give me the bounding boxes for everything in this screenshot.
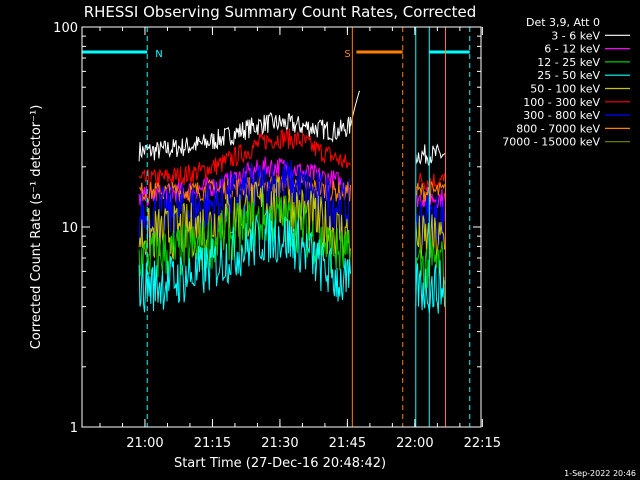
legend-entry-label: 12 - 25 keV (537, 56, 600, 69)
y-axis-label: Corrected Count Rate (s⁻¹ detector⁻¹) (29, 105, 44, 350)
x-tick-label: 21:45 (329, 436, 366, 451)
series-line-25-50-kev (415, 260, 446, 314)
series-layer (138, 90, 446, 314)
series-line-100-300-kev (415, 173, 446, 193)
x-tick-label: 21:00 (126, 436, 163, 451)
y-tick-label: 1 (70, 421, 78, 436)
series-line-800-7000-kev (415, 180, 446, 203)
series-line-300-800-kev (415, 194, 446, 247)
series-line-300-800-kev (138, 160, 351, 243)
legend-entry-label: 6 - 12 keV (544, 43, 600, 56)
x-tick-label: 21:15 (194, 436, 231, 451)
series-line-3-6-kev (415, 143, 446, 166)
x-tick-label: 22:00 (396, 436, 433, 451)
legend-header: Det 3,9, Att 0 (526, 16, 600, 29)
legend-entry-label: 3 - 6 keV (551, 29, 600, 42)
series-line-12-25-kev (415, 237, 446, 292)
chart-title: RHESSI Observing Summary Count Rates, Co… (84, 3, 477, 21)
x-tick-label: 22:15 (464, 436, 501, 451)
axes-layer: 1 10 100 21:00 21:15 21:30 21:45 22:00 22:15 (53, 21, 501, 451)
legend-entry-label: 50 - 100 keV (530, 83, 600, 96)
legend-entry-label: 25 - 50 keV (537, 69, 600, 82)
legend-entry-label: 800 - 7000 keV (516, 122, 600, 135)
y-tick-label: 100 (53, 21, 78, 36)
y-tick-label: 10 (61, 221, 78, 236)
render-timestamp: 1-Sep-2022 20:46 (564, 469, 636, 478)
x-axis-label: Start Time (27-Dec-16 20:48:42) (174, 456, 386, 471)
flag-label-s: S (344, 49, 350, 60)
series-line-100-300-kev (138, 128, 351, 189)
legend-entry-label: 7000 - 15000 keV (502, 136, 600, 149)
series-line-3-6-kev (138, 112, 351, 162)
flag-label-n: N (155, 49, 162, 60)
legend-entry-label: 100 - 300 keV (523, 96, 600, 109)
x-tick-label: 21:30 (261, 436, 298, 451)
legend-entry-label: 300 - 800 keV (523, 109, 600, 122)
series-line-50-100-kev (138, 177, 351, 260)
series-line-25-50-kev (138, 208, 351, 313)
